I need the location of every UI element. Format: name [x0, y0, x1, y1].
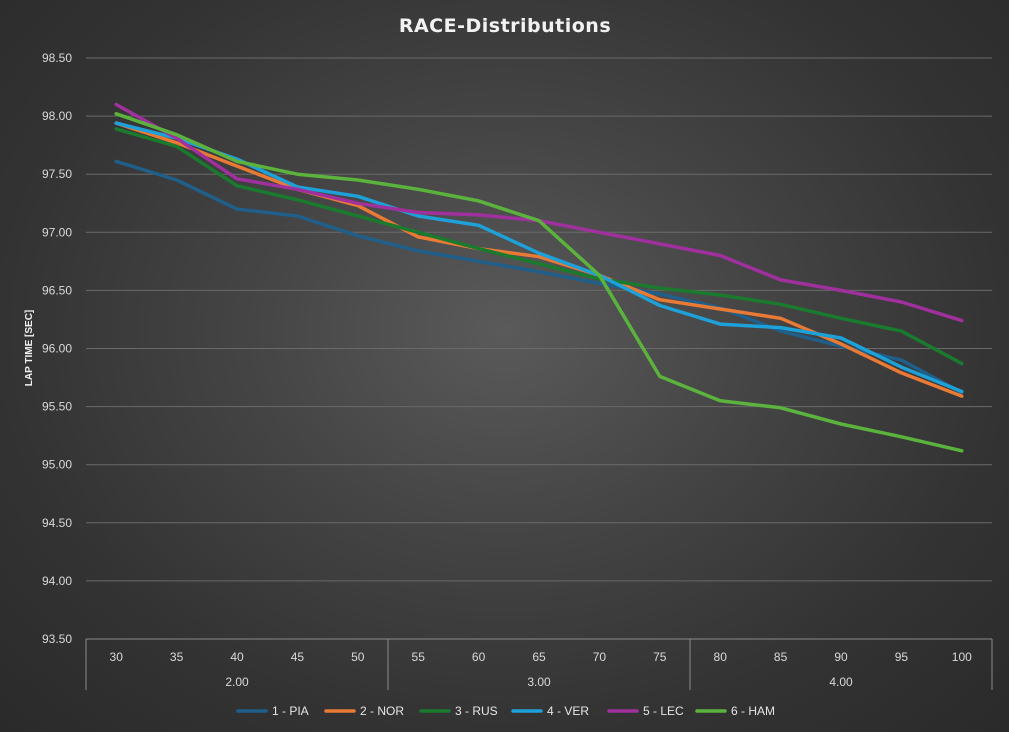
x-tick-label: 90: [834, 650, 848, 664]
x-tick-label: 55: [412, 650, 426, 664]
legend-label: 5 - LEC: [643, 704, 684, 718]
y-axis-ticks: 93.50 94.00 94.50 95.00 95.50 96.00 96.50 97.00…: [42, 51, 72, 646]
series-lines: [114, 102, 964, 453]
series-line-6: [114, 112, 964, 453]
x-tick-label: 75: [653, 650, 667, 664]
x-tick-label: 95: [895, 650, 909, 664]
legend-label: 3 - RUS: [455, 704, 498, 718]
y-tick-label: 94.00: [42, 574, 72, 588]
legend-label: 6 - HAM: [731, 704, 775, 718]
legend-label: 2 - NOR: [360, 704, 404, 718]
x-axis: 30 35 40 45 50 55 60 65 70 75 80 85 90 95 100 2.00 3.00 4…: [85, 639, 993, 690]
y-tick-label: 95.00: [42, 458, 72, 472]
y-tick-label: 94.50: [42, 516, 72, 530]
x-tick-label: 80: [714, 650, 728, 664]
y-tick-label: 97.00: [42, 225, 72, 239]
x-tick-label: 30: [110, 650, 124, 664]
y-axis-label: LAP TIME [SEC]: [24, 310, 35, 386]
series-line-4: [114, 121, 964, 394]
x-group-label: 4.00: [829, 675, 853, 689]
x-tick-label: 50: [351, 650, 365, 664]
y-tick-label: 95.50: [42, 400, 72, 414]
x-tick-label: 85: [774, 650, 788, 664]
y-tick-label: 96.50: [42, 283, 72, 297]
legend-label: 4 - VER: [547, 704, 589, 718]
y-tick-label: 96.00: [42, 342, 72, 356]
x-tick-label: 70: [593, 650, 607, 664]
x-tick-label: 65: [532, 650, 546, 664]
y-tick-label: 98.00: [42, 109, 72, 123]
chart-title: RACE-Distributions: [399, 15, 611, 37]
x-tick-label: 35: [170, 650, 184, 664]
x-tick-label: 60: [472, 650, 486, 664]
legend-label: 1 - PIA: [272, 704, 309, 718]
x-tick-label: 100: [952, 650, 972, 664]
y-tick-label: 98.50: [42, 51, 72, 65]
series-line-1: [114, 159, 964, 395]
y-tick-label: 97.50: [42, 167, 72, 181]
series-line-3: [114, 127, 964, 366]
gridlines: [86, 57, 992, 640]
series-line-5: [114, 102, 964, 323]
y-tick-label: 93.50: [42, 632, 72, 646]
x-tick-label: 40: [230, 650, 244, 664]
x-tick-label: 45: [291, 650, 305, 664]
legend: 1 - PIA 2 - NOR 3 - RUS 4 - VER 5 - LEC 6 - H…: [236, 704, 775, 718]
x-group-label: 2.00: [225, 675, 249, 689]
x-group-label: 3.00: [527, 675, 551, 689]
